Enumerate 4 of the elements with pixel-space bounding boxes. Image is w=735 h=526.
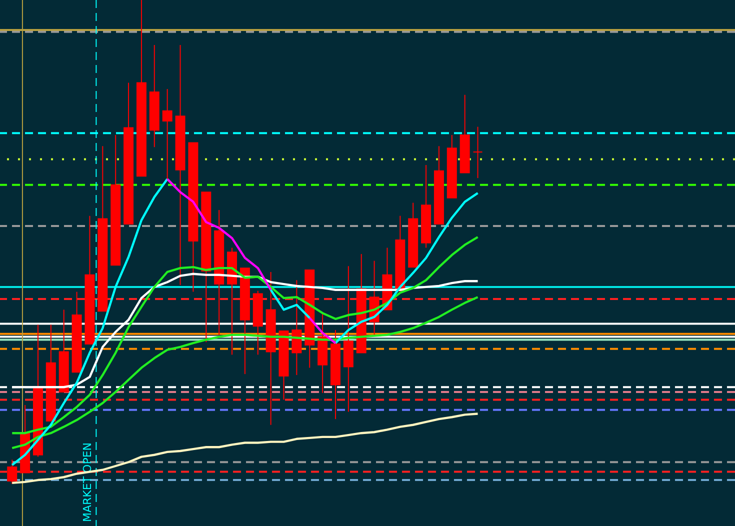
candlestick [162,88,172,181]
candlestick [7,459,18,484]
candlestick [472,126,483,179]
candlestick [292,280,302,376]
